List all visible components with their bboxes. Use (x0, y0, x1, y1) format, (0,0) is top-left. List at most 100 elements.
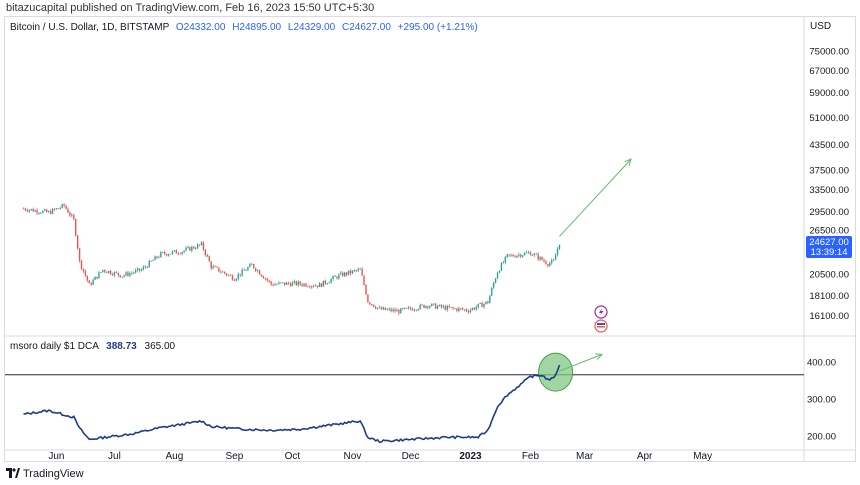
candle-body (92, 279, 94, 285)
candle-body (448, 305, 450, 308)
time-tick-label: Feb (522, 451, 540, 462)
candle-body (382, 307, 385, 310)
tradingview-footer[interactable]: TradingView (6, 468, 84, 480)
candle-body (388, 308, 390, 310)
candle-body (338, 274, 340, 279)
candle-body (36, 210, 38, 214)
time-tick-label: Mar (576, 451, 594, 462)
candle-body (318, 283, 321, 287)
candle-body (140, 269, 143, 271)
time-tick-label: Aug (166, 451, 184, 462)
candle-body (61, 204, 63, 208)
candle-body (394, 309, 396, 312)
candle-body (386, 309, 388, 311)
candle-body (392, 309, 394, 312)
candle-body (539, 256, 541, 260)
event-icons[interactable] (594, 305, 608, 333)
candle-body (75, 219, 77, 236)
candle-body (115, 272, 118, 273)
arrow-head (595, 353, 604, 360)
candle-body (51, 208, 54, 214)
candle-body (158, 257, 160, 258)
candle-body (227, 274, 230, 276)
tradingview-logo-icon (6, 468, 20, 478)
candle-body (446, 305, 448, 310)
candle-body (452, 307, 454, 309)
candle-body (481, 302, 483, 308)
candle-body (287, 282, 290, 284)
high-value: H24895.00 (232, 22, 282, 33)
candle-body (86, 275, 89, 281)
indicator-legend[interactable]: msoro daily $1 DCA 388.73 365.00 (10, 341, 175, 352)
candle-body (462, 308, 464, 310)
candle-body (84, 271, 87, 276)
candle-body (76, 235, 79, 249)
candle-body (171, 251, 174, 254)
candle-body (278, 282, 280, 285)
candle-body (254, 268, 257, 271)
candle-body (427, 306, 429, 308)
candle-body (491, 287, 493, 296)
candle-body (148, 260, 150, 268)
candle-body (508, 254, 510, 256)
price-tick-label: 59000.00 (809, 88, 849, 99)
candle-body (465, 309, 468, 312)
candle-body (336, 276, 338, 279)
candle-body (167, 254, 170, 256)
candle-body (260, 274, 263, 277)
candle-body (150, 260, 152, 262)
candle-body (90, 283, 92, 285)
candle-body (303, 283, 305, 286)
candle-body (529, 252, 532, 256)
candle-body (520, 254, 522, 257)
candle-body (421, 304, 423, 306)
candle-body (225, 273, 228, 276)
candle-body (518, 254, 520, 256)
candle-body (40, 212, 42, 214)
candle-body (57, 208, 60, 210)
candle-body (347, 270, 350, 275)
indicator-value-2: 365.00 (144, 341, 176, 352)
open-value: O24332.00 (175, 22, 226, 33)
candle-body (53, 208, 56, 210)
candle-body (305, 283, 307, 287)
dca-projection-arrow (559, 353, 604, 372)
candle-body (206, 255, 209, 257)
candle-body (154, 256, 156, 261)
price-tick-label: 20500.00 (809, 269, 849, 280)
candle-body (313, 286, 315, 287)
candle-body (396, 309, 398, 312)
candle-body (369, 302, 371, 305)
candle-body (365, 284, 367, 295)
candle-body (373, 304, 375, 307)
candle-body (245, 270, 247, 272)
indicator-name: msoro daily $1 DCA (10, 341, 99, 352)
symbol-legend[interactable]: Bitcoin / U.S. Dollar, 1D, BITSTAMP O243… (10, 22, 478, 33)
candle-body (556, 248, 559, 256)
candle-body (547, 264, 549, 266)
candle-body (545, 261, 547, 265)
candle-body (102, 269, 104, 272)
candle-body (473, 307, 476, 310)
candle-body (251, 264, 253, 265)
candle-body (417, 309, 419, 311)
candle-body (433, 303, 435, 305)
candle-body (498, 270, 501, 273)
candle-body (415, 309, 417, 311)
candle-body (253, 264, 255, 269)
highlight-ellipse (538, 352, 574, 392)
last-price-value: 24627.00 (809, 237, 849, 248)
candle-body (531, 255, 534, 256)
candle-body (239, 274, 241, 276)
candle-body (276, 284, 278, 285)
candle-body (117, 272, 119, 276)
candle-body (423, 304, 425, 308)
candle-body (558, 244, 561, 249)
candle-body (69, 212, 71, 216)
low-value: L24329.00 (287, 22, 336, 33)
candle-body (131, 272, 133, 274)
candle-body (467, 311, 470, 313)
time-tick-label: Jul (108, 451, 121, 462)
price-tick-labels: 75000.00 67000.00 59000.00 51000.00 43500.00… (809, 47, 849, 322)
